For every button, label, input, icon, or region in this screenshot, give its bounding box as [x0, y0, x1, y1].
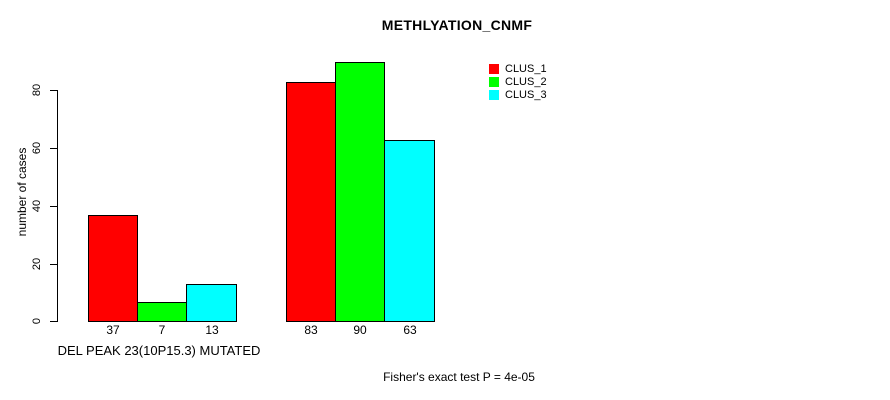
y-tick-label: 60: [31, 141, 43, 155]
bar-value-label: 13: [205, 323, 219, 337]
y-tick: [50, 206, 57, 207]
legend-swatch: [489, 90, 499, 100]
bar: [286, 82, 336, 322]
legend-swatch: [489, 77, 499, 87]
legend-item: CLUS_3: [489, 89, 547, 101]
y-tick: [50, 148, 57, 149]
bar: [88, 215, 138, 322]
legend-item: CLUS_2: [489, 76, 547, 88]
y-tick-label: 40: [31, 199, 43, 213]
legend-label: CLUS_2: [505, 76, 547, 88]
bar-value-label: 37: [106, 323, 120, 337]
bar: [186, 284, 237, 322]
y-tick-label: 0: [31, 317, 43, 325]
bar-value-label: 7: [158, 323, 166, 337]
legend-swatch: [489, 64, 499, 74]
bar-value-label: 63: [403, 323, 417, 337]
legend: CLUS_1 CLUS_2 CLUS_3: [489, 64, 547, 103]
legend-label: CLUS_3: [505, 89, 547, 101]
y-tick: [50, 90, 57, 91]
bar: [335, 62, 385, 322]
bar-value-label: 83: [304, 323, 318, 337]
bar: [137, 302, 187, 322]
legend-label: CLUS_1: [505, 63, 547, 75]
y-axis-label: number of cases: [15, 147, 29, 237]
y-tick-label: 20: [31, 257, 43, 271]
bar: [384, 140, 435, 322]
chart-title: METHLYATION_CNMF: [381, 17, 533, 33]
bar-value-label: 90: [353, 323, 367, 337]
y-tick-label: 80: [31, 83, 43, 97]
legend-item: CLUS_1: [489, 63, 547, 75]
y-axis-line: [57, 90, 58, 322]
annotation-text: Fisher's exact test P = 4e-05: [383, 370, 535, 384]
y-tick: [50, 264, 57, 265]
y-tick: [50, 321, 57, 322]
x-category-label: DEL PEAK 23(10P15.3) MUTATED: [57, 343, 261, 358]
